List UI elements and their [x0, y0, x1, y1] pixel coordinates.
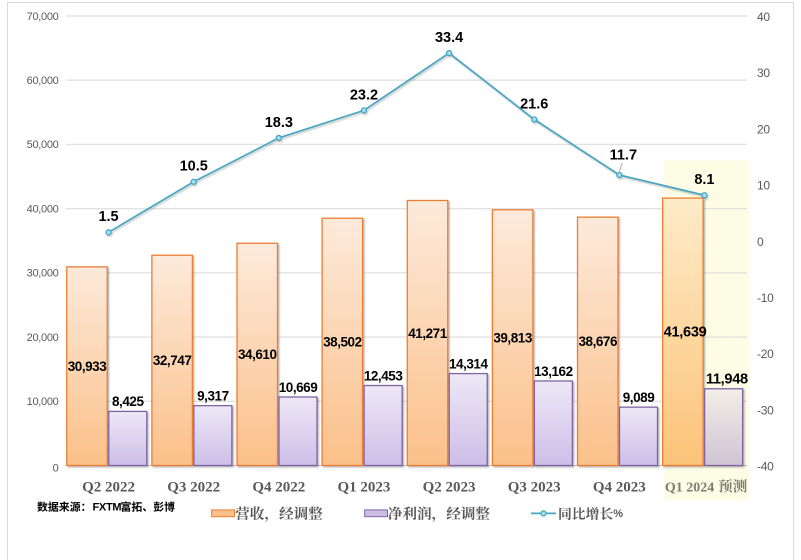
- svg-text:41,271: 41,271: [408, 326, 448, 341]
- svg-text:%: %: [613, 508, 623, 520]
- svg-text:10: 10: [757, 179, 770, 193]
- svg-text:Q4 2022: Q4 2022: [252, 479, 305, 495]
- svg-text:9,317: 9,317: [197, 388, 229, 403]
- svg-text:23.2: 23.2: [350, 87, 378, 103]
- svg-text:30: 30: [757, 66, 770, 80]
- svg-text:50,000: 50,000: [27, 139, 59, 151]
- svg-text:9,089: 9,089: [623, 390, 655, 405]
- svg-text:Q3 2023: Q3 2023: [508, 479, 561, 495]
- svg-text:-10: -10: [757, 291, 774, 305]
- svg-text:20,000: 20,000: [27, 332, 59, 344]
- svg-text:18.3: 18.3: [265, 115, 293, 131]
- svg-text:12,453: 12,453: [364, 368, 404, 383]
- svg-text:13,162: 13,162: [534, 364, 573, 379]
- svg-text:39,813: 39,813: [493, 330, 533, 345]
- svg-text:-30: -30: [757, 403, 774, 417]
- svg-text:33.4: 33.4: [435, 30, 463, 46]
- svg-text:60,000: 60,000: [27, 75, 59, 87]
- svg-text:11,948: 11,948: [706, 372, 748, 388]
- svg-text:41,639: 41,639: [664, 325, 707, 341]
- svg-text:Q1 2024: Q1 2024: [665, 480, 714, 495]
- svg-text:30,933: 30,933: [68, 359, 108, 374]
- svg-text:-20: -20: [757, 347, 774, 361]
- svg-text:20: 20: [757, 122, 770, 136]
- svg-text:FXTM: FXTM: [93, 502, 122, 514]
- svg-text:Q1 2023: Q1 2023: [337, 479, 390, 495]
- svg-text:40,000: 40,000: [27, 203, 59, 215]
- svg-text:14,314: 14,314: [449, 356, 489, 371]
- svg-text:Q3 2022: Q3 2022: [167, 479, 220, 495]
- svg-text:-40: -40: [757, 460, 774, 474]
- svg-text:8.1: 8.1: [694, 172, 714, 188]
- svg-text:Q2 2022: Q2 2022: [82, 479, 135, 495]
- svg-text:Q2 2023: Q2 2023: [423, 479, 476, 495]
- svg-text:10,669: 10,669: [279, 380, 318, 395]
- svg-text:30,000: 30,000: [27, 268, 59, 280]
- svg-text:70,000: 70,000: [27, 11, 59, 23]
- svg-text:32,747: 32,747: [153, 353, 192, 368]
- svg-text:0: 0: [53, 462, 59, 474]
- svg-text:10,000: 10,000: [27, 396, 59, 408]
- svg-text:38,502: 38,502: [323, 335, 362, 350]
- svg-text:34,610: 34,610: [238, 347, 277, 362]
- svg-text:21.6: 21.6: [520, 96, 548, 112]
- svg-text:40: 40: [757, 10, 770, 24]
- svg-text:1.5: 1.5: [98, 209, 118, 225]
- svg-text:8,425: 8,425: [112, 394, 144, 409]
- svg-text:38,676: 38,676: [578, 334, 618, 349]
- svg-text:11.7: 11.7: [610, 147, 637, 163]
- svg-text:Q4 2023: Q4 2023: [593, 479, 646, 495]
- svg-text:0: 0: [757, 235, 764, 249]
- svg-text:10.5: 10.5: [180, 159, 208, 175]
